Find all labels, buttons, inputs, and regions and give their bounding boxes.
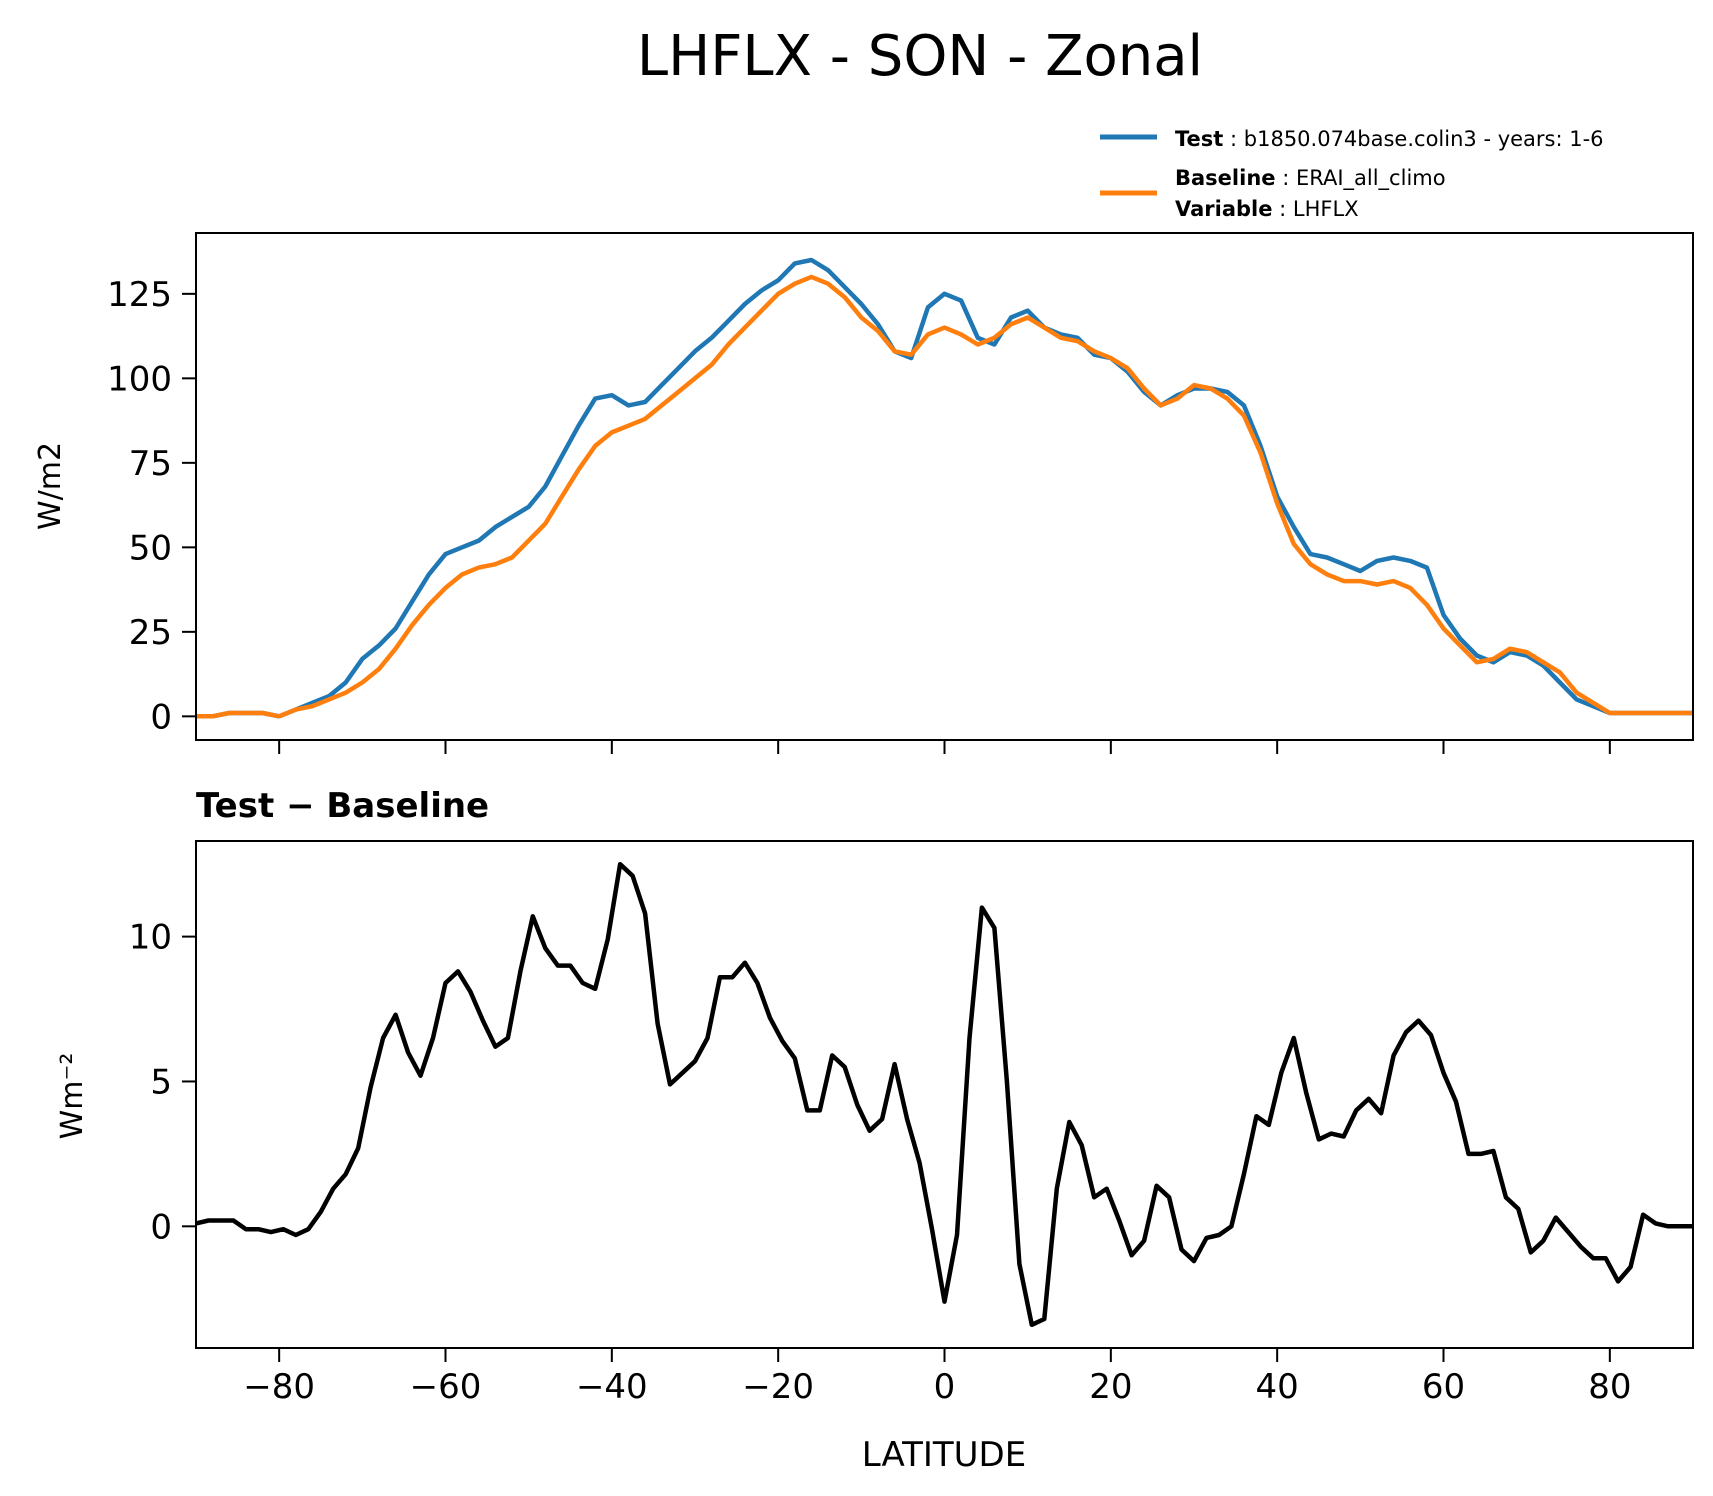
top-ticks: 0 25 50 75 100 125 [107, 275, 1611, 754]
top-axes-frame [195, 232, 1694, 741]
legend-test-label: Test : b1850.074base.colin3 - years: 1-6 [1175, 127, 1604, 151]
legend-baseline-value: ERAI_all_climo [1296, 166, 1446, 191]
top-ytick-label: 0 [150, 697, 172, 737]
bottom-ytick-label: 10 [129, 918, 172, 958]
legend-variable-key: Variable [1175, 197, 1272, 221]
bottom-ticks: −80 −60 −40 −20 0 20 40 60 80 0 5 10 [129, 918, 1632, 1407]
top-panel: 0 25 50 75 100 125 W/m2 [33, 232, 1694, 754]
top-series-line-baseline [196, 274, 1693, 719]
legend-baseline-sep: : [1276, 166, 1296, 190]
legend-test-value: b1850.074base.colin3 - years: 1-6 [1244, 127, 1604, 151]
bottom-xtick-label: −60 [410, 1367, 482, 1407]
bottom-ytick-label: 0 [150, 1207, 172, 1247]
top-ytick-label: 25 [129, 613, 172, 653]
legend-baseline-label: Baseline : ERAI_all_climo [1175, 166, 1446, 191]
top-series-line-test [196, 257, 1693, 719]
bottom-xtick-label: −40 [576, 1367, 648, 1407]
legend-variable-label: Variable : LHFLX [1175, 197, 1359, 221]
bottom-xtick-label: 80 [1588, 1367, 1631, 1407]
bottom-ylabel: Wm⁻² [55, 1053, 90, 1140]
legend-variable-value: LHFLX [1293, 197, 1359, 221]
top-ytick-label: 50 [129, 528, 172, 568]
bottom-title: Test − Baseline [196, 786, 489, 826]
bottom-xtick-label: 20 [1089, 1367, 1132, 1407]
bottom-series-line-0 [195, 861, 1693, 1328]
figure-title: LHFLX - SON - Zonal [637, 24, 1203, 89]
bottom-xlabel: LATITUDE [862, 1435, 1026, 1475]
bottom-xtick-label: 40 [1256, 1367, 1299, 1407]
top-ylabel: W/m2 [33, 442, 68, 530]
legend-test-key: Test [1175, 127, 1223, 151]
bottom-xtick-label: −80 [243, 1367, 315, 1407]
legend-variable-sep: : [1272, 197, 1292, 221]
bottom-ylabel-text: Wm⁻² [55, 1053, 90, 1140]
legend-test-sep: : [1223, 127, 1243, 151]
bottom-panel: Test − Baseline −80 −60 −40 −20 0 20 40 60 80 0 5 1… [55, 786, 1694, 1475]
top-ytick-label: 75 [129, 444, 172, 484]
bottom-xtick-label: 60 [1422, 1367, 1465, 1407]
top-ytick-label: 100 [107, 359, 172, 399]
bottom-ytick-label: 5 [150, 1062, 172, 1102]
top-series-lines [196, 257, 1693, 719]
legend-baseline-key: Baseline [1175, 166, 1276, 190]
bottom-axes-frame [195, 840, 1694, 1349]
bottom-xtick-label: −20 [742, 1367, 814, 1407]
legend: Test : b1850.074base.colin3 - years: 1-6… [1100, 127, 1604, 221]
bottom-series-lines [195, 861, 1693, 1328]
bottom-xtick-label: 0 [934, 1367, 956, 1407]
top-ytick-label: 125 [107, 275, 172, 315]
